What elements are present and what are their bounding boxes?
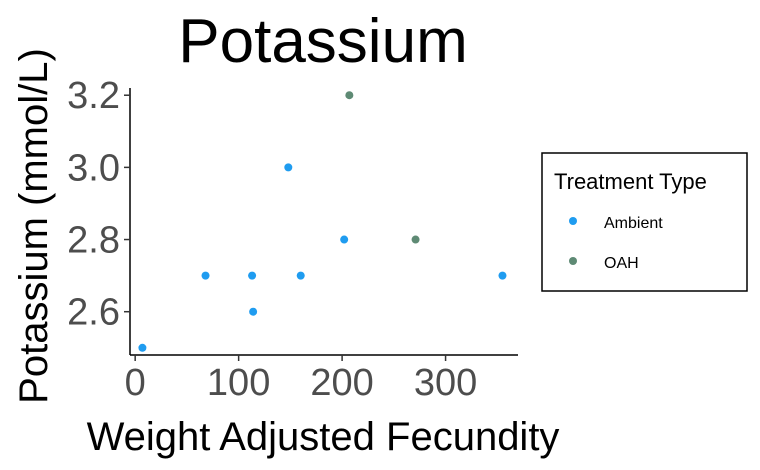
- data-point-ambient: [340, 235, 349, 244]
- legend-ambient-label: Ambient: [604, 215, 663, 232]
- x-tick-label: 100: [207, 362, 270, 404]
- x-tick-label: 300: [414, 362, 477, 404]
- y-tick-label: 2.8: [67, 220, 120, 262]
- y-tick-label: 2.6: [67, 292, 120, 334]
- legend-oah-marker: [569, 257, 577, 265]
- y-ticks: 2.6 2.8 3.0 3.2: [67, 75, 130, 334]
- x-tick-label: 0: [125, 362, 146, 404]
- legend-oah-label: OAH: [604, 255, 639, 272]
- legend-box: [541, 152, 748, 292]
- x-tick-label: 200: [310, 362, 373, 404]
- data-point-oah: [411, 235, 420, 244]
- data-point-ambient: [201, 271, 210, 280]
- chart-title: Potassium: [178, 7, 467, 76]
- data-point-ambient: [248, 271, 257, 280]
- y-axis-title: Potassium (mmol/L): [12, 48, 56, 404]
- data-points: [138, 91, 507, 352]
- y-tick-label: 3.2: [67, 75, 120, 117]
- data-point-ambient: [498, 271, 507, 280]
- legend-title: Treatment Type: [554, 169, 707, 194]
- data-point-ambient: [249, 307, 258, 316]
- data-point-ambient: [296, 271, 305, 280]
- data-point-oah: [345, 91, 354, 100]
- data-point-ambient: [284, 163, 293, 172]
- legend: Treatment Type Ambient OAH: [541, 152, 748, 292]
- x-ticks: 0 100 200 300: [125, 355, 477, 404]
- data-point-ambient: [138, 343, 147, 352]
- legend-ambient-marker: [569, 217, 577, 225]
- x-axis-title: Weight Adjusted Fecundity: [87, 415, 560, 459]
- axes: [129, 88, 518, 356]
- y-tick-label: 3.0: [67, 147, 120, 189]
